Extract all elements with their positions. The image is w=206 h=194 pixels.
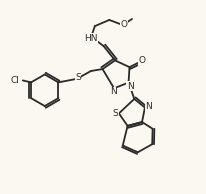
Text: N: N	[109, 87, 116, 96]
Text: HN: HN	[84, 34, 97, 43]
Text: O: O	[138, 56, 145, 66]
Text: O: O	[120, 20, 127, 29]
Text: S: S	[75, 74, 80, 82]
Text: Cl: Cl	[11, 76, 20, 85]
Text: N: N	[144, 102, 151, 111]
Text: S: S	[112, 109, 118, 118]
Text: N: N	[126, 81, 133, 91]
